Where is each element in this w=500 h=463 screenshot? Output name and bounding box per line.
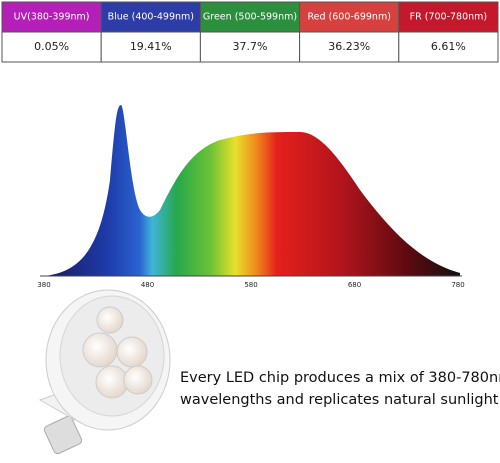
header-text: UV(380-399nm)	[14, 12, 90, 23]
header-cell	[1, 1, 102, 33]
spectrum-curve	[44, 105, 460, 276]
header-cell	[199, 1, 301, 33]
caption-line: wavelengths and replicates natural sunli…	[180, 392, 499, 408]
value-cell	[100, 31, 201, 63]
value-cell	[199, 31, 301, 63]
value-cell	[299, 31, 400, 63]
header-cell	[299, 1, 400, 33]
x-ticks: 380 480 580 680 780	[37, 281, 464, 289]
value-cell	[1, 31, 102, 63]
value-text: 37.7%	[233, 40, 268, 53]
x-tick-label: 480	[141, 281, 154, 289]
header-cell	[398, 1, 499, 33]
caption-line: Every LED chip produces a mix of 380-780…	[180, 370, 500, 386]
bulb	[38, 289, 171, 455]
x-tick-label: 680	[348, 281, 361, 289]
x-tick-label: 780	[451, 281, 464, 289]
x-tick-label: 380	[37, 281, 50, 289]
table: UV(380-399nm) 0.05% Blue (400-499nm) 19.41%…	[1, 1, 499, 63]
value-text: 19.41%	[130, 40, 172, 53]
header-text: Green (500-599nm)	[203, 12, 297, 23]
x-tick-label: 580	[244, 281, 257, 289]
value-cell	[398, 31, 499, 63]
value-text: 36.23%	[328, 40, 370, 53]
header-text: Blue (400-499nm)	[108, 12, 194, 23]
value-text: 6.61%	[431, 40, 466, 53]
value-text: 0.05%	[34, 40, 69, 53]
header-text: FR (700-780nm)	[410, 12, 487, 23]
header-text: Red (600-699nm)	[307, 12, 390, 23]
